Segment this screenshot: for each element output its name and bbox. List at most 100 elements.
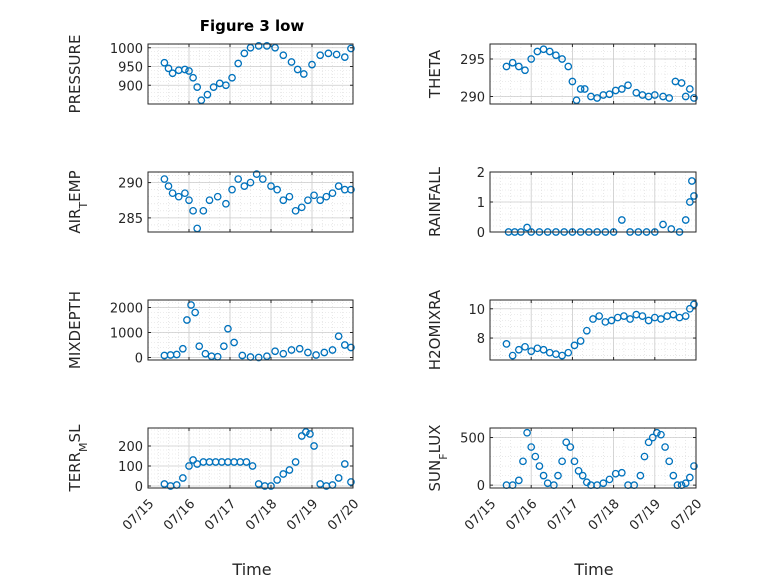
data-point [620,312,628,320]
data-point [310,442,318,450]
y-tick-label: 0 [135,480,143,495]
subplot-7: 0 100 200 TERRMSL 07/15 07/16 07/17 07/18 07/19 0… [66,424,362,534]
x-tick-label: 07/20 [325,497,362,534]
y-tick-label: 1000 [110,327,143,342]
data-point [589,315,597,323]
x-tick-label: 07/17 [545,497,582,534]
data-point [340,53,349,61]
x-tick-label: 07/18 [586,497,623,534]
data-point [308,60,316,69]
x-tick-label: 07/20 [668,497,705,534]
data-point [539,471,548,480]
data-point [681,312,690,320]
data-point [334,182,343,190]
data-point [201,349,210,358]
data-point [519,457,527,466]
data-point [593,94,601,102]
subplot-4: 0 1 2 RAINFALL [426,166,698,241]
data-point [279,51,288,60]
subplot-5: 0 1000 2000 MIXDEPTH [66,291,355,369]
subplot-2: 290 295 THETA [426,43,698,106]
data-point [564,348,573,357]
data-point [189,456,197,464]
data-point [279,196,288,205]
data-point [306,430,314,438]
data-point [252,170,261,178]
data-point [228,185,236,194]
data-point [328,189,337,198]
data-point [340,341,349,349]
data-point [267,182,275,190]
data-point [340,460,349,468]
figure-title: Figure 3 low [200,17,305,35]
data-point [172,350,181,359]
data-point [248,462,257,470]
data-point [572,96,581,105]
data-point [160,58,169,67]
data-point [297,203,306,212]
y-tick-label: 285 [118,212,143,227]
data-point [258,175,267,183]
data-point [181,189,189,198]
data-point [527,55,536,63]
data-point [617,468,626,477]
data-point [273,476,281,484]
data-point [199,206,208,215]
data-point [197,96,206,105]
data-point [299,70,308,78]
y-tick-label: 8 [477,332,485,347]
x-tick-label: 07/15 [462,497,499,534]
data-point [523,223,531,232]
data-point [238,351,247,360]
data-point [310,191,318,200]
data-point [558,457,566,466]
y-tick-label: 290 [460,91,485,106]
data-point [347,478,355,486]
data-point [653,428,661,437]
data-point [263,42,271,50]
y-tick-label: 100 [118,460,143,475]
data-point [168,189,177,198]
data-point [271,43,279,52]
axes-frame [147,299,354,361]
data-point [570,341,579,350]
x-axis-label-left: Time [231,560,271,579]
x-tick-label: 07/19 [627,497,664,534]
data-point [650,91,659,99]
y-axis-label: TERRMSL [66,424,90,493]
data-point [624,81,632,90]
data-point [661,443,669,451]
data-point [508,351,517,360]
data-point [267,482,275,490]
data-point [659,220,667,229]
data-point [222,199,230,208]
data-point [574,467,583,475]
data-point [527,443,536,451]
data-point [527,347,536,356]
data-point [669,471,678,480]
x-tick-label: 07/16 [161,497,198,534]
data-point [690,192,698,200]
data-point [316,196,325,205]
data-point [681,479,690,488]
x-tick-label: 07/15 [120,497,157,534]
subplot-8: 0 500 SUNFLUX 07/15 07/16 07/17 07/18 07/19 07/2… [426,425,705,534]
data-point [193,83,202,91]
data-point [562,438,571,447]
y-tick-label: 2 [477,166,485,181]
data-point [195,342,204,351]
data-point [690,94,698,102]
data-point [246,43,255,52]
data-point [291,206,300,215]
data-point [636,471,645,480]
y-axis-label: THETA [426,49,444,99]
data-point [502,62,511,71]
data-point [285,192,294,201]
data-point [595,312,604,320]
axes-frame [147,171,354,233]
data-point [334,332,343,341]
data-point [287,346,296,354]
x-tick-label: 07/17 [202,497,239,534]
